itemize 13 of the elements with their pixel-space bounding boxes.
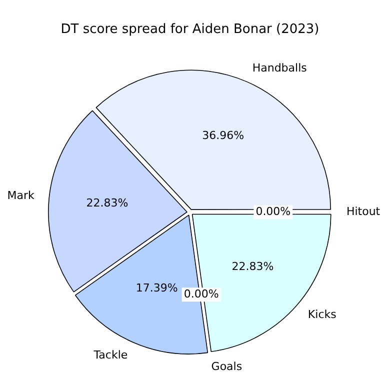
slice-label: Tackle	[92, 348, 128, 362]
data-label: 36.96%	[202, 128, 244, 142]
chart-title: DT score spread for Aiden Bonar (2023)	[60, 22, 320, 38]
slice-label: Mark	[7, 189, 35, 202]
slice-label: Handballs	[252, 62, 308, 75]
category-label: Goals	[211, 360, 242, 374]
text: 0.00%	[184, 288, 219, 301]
category-label: Hitout	[346, 205, 380, 218]
text: 0.00%	[256, 205, 291, 218]
data-label: 22.83%	[86, 196, 128, 210]
data-label: 17.39%	[136, 281, 178, 294]
data-label: 22.83%	[232, 260, 274, 273]
slice-label: Kicks	[308, 308, 337, 321]
